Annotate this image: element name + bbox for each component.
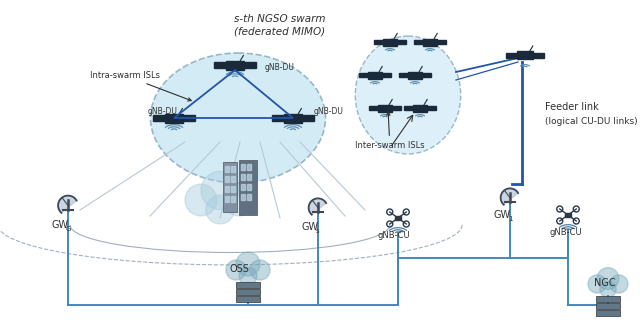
Circle shape [205, 195, 234, 224]
Bar [241, 174, 245, 180]
Bar [414, 40, 423, 44]
Text: gNB-DU: gNB-DU [148, 108, 178, 117]
Bar [399, 73, 408, 77]
Bar [223, 162, 237, 212]
Text: GW: GW [302, 222, 319, 232]
Text: (logical CU-DU links): (logical CU-DU links) [545, 117, 637, 126]
Circle shape [226, 260, 246, 280]
Text: gNB-CU: gNB-CU [549, 228, 582, 237]
Circle shape [597, 268, 619, 289]
Bar [413, 105, 427, 111]
Circle shape [600, 281, 616, 297]
Text: gNB-DU: gNB-DU [314, 108, 344, 117]
Ellipse shape [150, 53, 326, 183]
Bar [506, 53, 517, 57]
Bar [225, 166, 229, 172]
Text: GW: GW [494, 210, 511, 220]
Bar [392, 106, 401, 110]
Text: gNB-DU: gNB-DU [265, 62, 295, 71]
Text: s-th NGSO swarm: s-th NGSO swarm [234, 14, 326, 24]
Bar [423, 38, 437, 46]
Bar [382, 73, 391, 77]
Text: GW: GW [52, 220, 69, 230]
Bar [368, 71, 382, 78]
Circle shape [610, 275, 628, 293]
Bar [284, 113, 302, 122]
Bar [231, 186, 235, 192]
Bar [437, 40, 446, 44]
Bar [383, 38, 397, 46]
Bar [408, 71, 422, 78]
Bar [231, 196, 235, 202]
Polygon shape [58, 196, 77, 213]
Bar [241, 164, 245, 170]
Text: G: G [66, 226, 72, 232]
Text: gNB-CU: gNB-CU [378, 231, 411, 240]
Polygon shape [500, 188, 518, 205]
Text: (federated MIMO): (federated MIMO) [234, 26, 326, 36]
Bar [397, 40, 406, 44]
Bar [517, 51, 533, 59]
Bar [422, 73, 431, 77]
Bar [247, 164, 251, 170]
Circle shape [223, 184, 255, 216]
Ellipse shape [355, 36, 461, 154]
Circle shape [250, 260, 270, 280]
Bar [378, 105, 392, 111]
Bar [427, 106, 436, 110]
Bar [395, 216, 401, 220]
Circle shape [185, 184, 217, 216]
Bar [596, 296, 620, 302]
Polygon shape [308, 198, 326, 215]
Text: OSS: OSS [230, 264, 250, 274]
Bar [231, 176, 235, 182]
Circle shape [201, 172, 239, 210]
Bar [165, 113, 183, 122]
Bar [533, 53, 544, 57]
Bar [302, 115, 314, 121]
Bar [241, 194, 245, 200]
Bar [369, 106, 378, 110]
Text: NGC: NGC [594, 278, 616, 288]
Text: Intra-swarm ISLs: Intra-swarm ISLs [90, 71, 191, 101]
Bar [239, 160, 257, 215]
Bar [247, 194, 251, 200]
Bar [244, 62, 256, 68]
Circle shape [239, 267, 257, 285]
Circle shape [588, 275, 606, 293]
Bar [153, 115, 165, 121]
Bar [225, 186, 229, 192]
Bar [247, 184, 251, 190]
Text: s: s [316, 228, 319, 234]
Bar [236, 289, 260, 295]
Bar [214, 62, 226, 68]
Text: Inter-swarm ISLs: Inter-swarm ISLs [355, 112, 424, 150]
Bar [272, 115, 284, 121]
Bar [596, 310, 620, 316]
Bar [225, 176, 229, 182]
Bar [374, 40, 383, 44]
Bar [236, 282, 260, 288]
Bar [359, 73, 368, 77]
Bar [241, 184, 245, 190]
Bar [226, 60, 244, 69]
Bar [247, 174, 251, 180]
Bar [236, 296, 260, 302]
Text: 1: 1 [508, 216, 513, 222]
Text: Feeder link: Feeder link [545, 102, 599, 112]
Bar [231, 166, 235, 172]
Bar [183, 115, 195, 121]
Circle shape [236, 252, 260, 276]
Bar [225, 196, 229, 202]
Bar [596, 303, 620, 309]
Bar [404, 106, 413, 110]
Bar [565, 213, 571, 217]
